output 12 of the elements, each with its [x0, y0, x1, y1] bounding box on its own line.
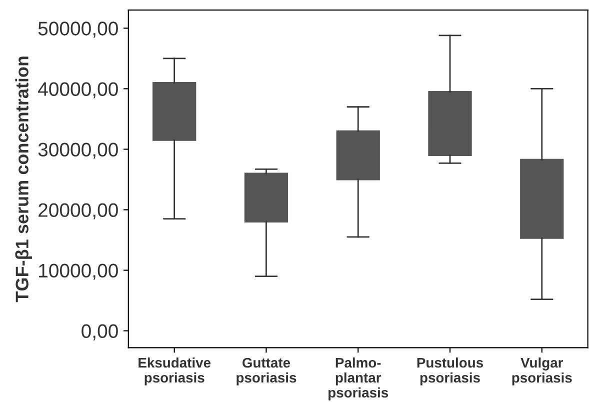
y-tick-label: 0,00 [82, 324, 118, 340]
y-tick-label: 10000,00 [39, 264, 118, 280]
x-tick-label: Guttate psoriasis [236, 358, 296, 386]
y-tick-label: 40000,00 [38, 82, 118, 98]
x-tick-label: Vulgar psoriasis [512, 357, 572, 386]
x-tick-label: Palmo- plantar psoriasis [328, 357, 388, 400]
y-axis-title: TGF-β1 serum concentration [15, 56, 32, 302]
x-tick-label: Eksudative psoriasis [138, 357, 211, 386]
y-tick-label: 50000,00 [38, 22, 118, 38]
x-tick-label: Pustulous psoriasis [417, 357, 483, 386]
y-tick-label: 20000,00 [38, 203, 118, 220]
y-tick-label: 30000,00 [38, 142, 118, 159]
